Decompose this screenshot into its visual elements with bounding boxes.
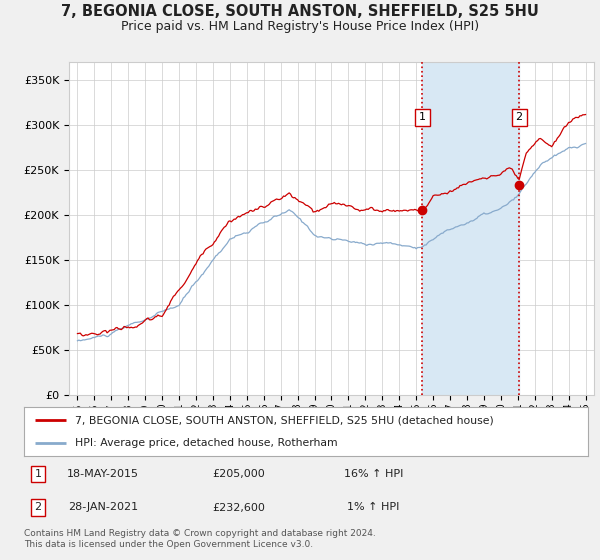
- Text: 16% ↑ HPI: 16% ↑ HPI: [344, 469, 403, 479]
- Text: 1% ↑ HPI: 1% ↑ HPI: [347, 502, 400, 512]
- Text: Contains HM Land Registry data © Crown copyright and database right 2024.
This d: Contains HM Land Registry data © Crown c…: [24, 529, 376, 549]
- Text: Price paid vs. HM Land Registry's House Price Index (HPI): Price paid vs. HM Land Registry's House …: [121, 20, 479, 32]
- Text: £205,000: £205,000: [212, 469, 265, 479]
- Text: 1: 1: [35, 469, 41, 479]
- Text: 28-JAN-2021: 28-JAN-2021: [68, 502, 138, 512]
- Text: 18-MAY-2015: 18-MAY-2015: [67, 469, 139, 479]
- Text: £232,600: £232,600: [212, 502, 265, 512]
- Text: 7, BEGONIA CLOSE, SOUTH ANSTON, SHEFFIELD, S25 5HU: 7, BEGONIA CLOSE, SOUTH ANSTON, SHEFFIEL…: [61, 4, 539, 19]
- Text: 7, BEGONIA CLOSE, SOUTH ANSTON, SHEFFIELD, S25 5HU (detached house): 7, BEGONIA CLOSE, SOUTH ANSTON, SHEFFIEL…: [75, 416, 494, 426]
- Text: 1: 1: [419, 113, 426, 123]
- Text: HPI: Average price, detached house, Rotherham: HPI: Average price, detached house, Roth…: [75, 438, 337, 448]
- Bar: [422, 62, 519, 395]
- Text: 2: 2: [35, 502, 41, 512]
- Text: 2: 2: [515, 113, 523, 123]
